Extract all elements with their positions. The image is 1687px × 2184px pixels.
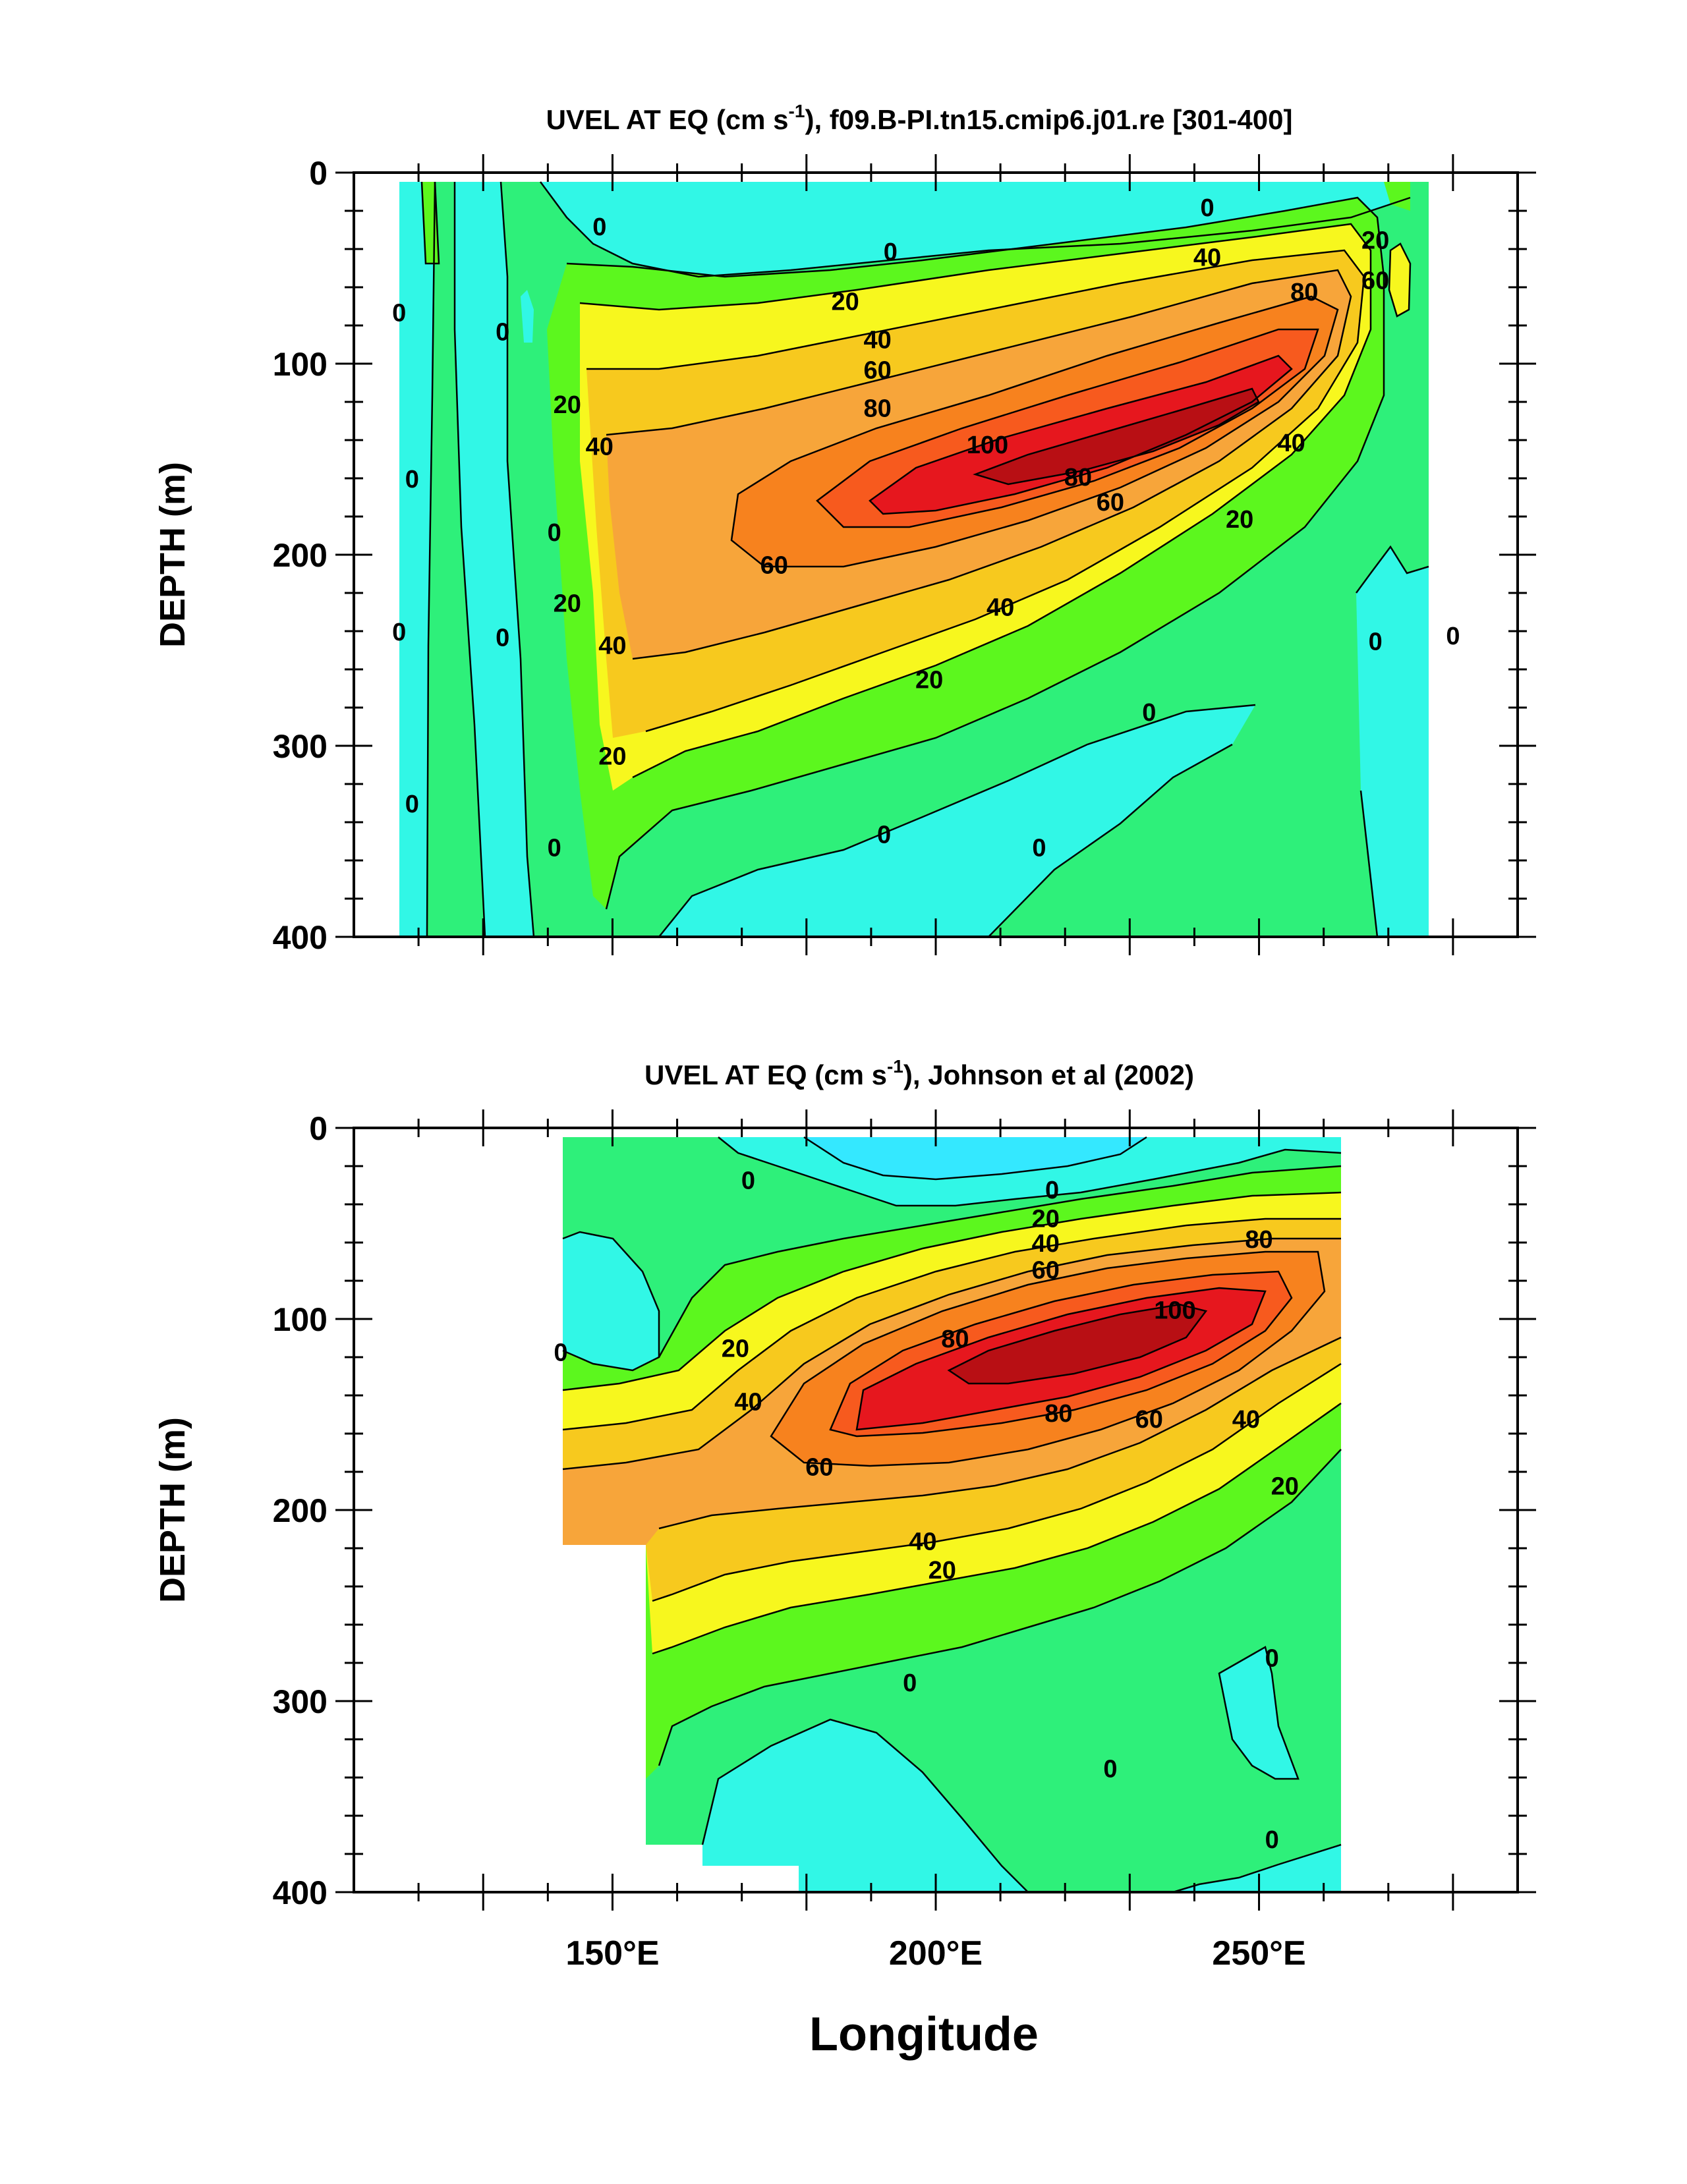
y-tick-label: 0 — [309, 155, 328, 192]
contour-label: 80 — [1064, 464, 1092, 491]
contour-label: 20 — [722, 1335, 749, 1363]
contour-label: 0 — [392, 300, 406, 327]
contour-label: 40 — [586, 434, 614, 461]
contour-label: 0 — [1446, 623, 1460, 650]
contour-label: 40 — [1193, 244, 1221, 272]
contour-label: 60 — [1135, 1406, 1163, 1434]
contour-label: 60 — [760, 552, 788, 580]
contour-label: 100 — [1154, 1297, 1195, 1325]
contour-label: 0 — [548, 519, 561, 547]
contour-label: 80 — [1290, 279, 1318, 306]
contour-label: 40 — [1032, 1230, 1060, 1258]
panel-bottom-field — [354, 1128, 1518, 1892]
contour-label: 60 — [1032, 1257, 1060, 1285]
contour-label: 0 — [1032, 835, 1046, 862]
panel-bottom-x-tick-labels: 150°E 200°E 250°E — [565, 1934, 1305, 1973]
contour-label: 0 — [1265, 1826, 1279, 1854]
panel-top-field — [354, 173, 1518, 937]
contour-label: 40 — [864, 326, 892, 354]
contour-label: 0 — [592, 213, 606, 241]
y-tick-label: 300 — [273, 1683, 328, 1720]
contour-label: 0 — [1369, 629, 1383, 656]
contour-label: 40 — [598, 632, 626, 659]
contour-label: 0 — [877, 821, 891, 849]
contour-label: 20 — [1032, 1205, 1060, 1233]
x-tick-label: 250°E — [1212, 1934, 1305, 1973]
contour-label: 40 — [734, 1389, 762, 1416]
y-tick-label: 200 — [273, 1492, 328, 1529]
y-tick-label: 100 — [273, 346, 328, 383]
contour-label: 60 — [805, 1453, 833, 1481]
contour-label: 20 — [554, 590, 581, 618]
contour-label: 0 — [741, 1167, 755, 1194]
contour-label: 0 — [548, 835, 561, 862]
contour-label: 40 — [1277, 430, 1305, 457]
panel-top-y-axis-label: DEPTH (m) — [153, 462, 192, 648]
contour-label: 0 — [1142, 699, 1156, 727]
contour-label: 60 — [1361, 267, 1389, 294]
y-tick-label: 200 — [273, 537, 328, 574]
contour-label: 20 — [1271, 1472, 1299, 1500]
contour-label: 80 — [864, 395, 892, 423]
contour-label: 20 — [554, 391, 581, 419]
contour-label: 0 — [1045, 1177, 1059, 1204]
panel-top-y-tick-labels: 0 100 200 300 400 — [273, 155, 328, 956]
y-tick-label: 400 — [273, 1874, 328, 1911]
panel-top-title: UVEL AT EQ (cm s-1), f09.B-PI.tn15.cmip6… — [546, 101, 1293, 135]
contour-label: 0 — [903, 1669, 917, 1697]
contour-label: 60 — [1097, 489, 1124, 517]
panel-bottom: UVEL AT EQ (cm s-1), Johnson et al (2002… — [153, 1056, 1536, 2061]
contour-label: 20 — [929, 1557, 956, 1584]
y-tick-label: 400 — [273, 919, 328, 956]
contour-label: 0 — [405, 466, 419, 493]
contour-label: 20 — [832, 288, 859, 316]
panel-bottom-title: UVEL AT EQ (cm s-1), Johnson et al (2002… — [644, 1056, 1194, 1090]
contour-label: 100 — [967, 432, 1008, 459]
contour-label: 20 — [598, 743, 626, 771]
contour-label: 80 — [1245, 1226, 1272, 1254]
contour-label: 0 — [496, 625, 509, 652]
contour-label: 20 — [1361, 227, 1389, 255]
panel-bottom-ticks — [335, 1109, 1536, 1911]
contour-label: 0 — [392, 619, 406, 646]
contour-label: 0 — [405, 791, 419, 818]
contour-label: 0 — [554, 1339, 567, 1366]
contour-label: 80 — [1044, 1400, 1072, 1428]
y-tick-label: 0 — [309, 1110, 328, 1147]
panel-top-ticks — [335, 154, 1536, 955]
contour-label: 0 — [884, 238, 898, 266]
contour-label: 0 — [1265, 1644, 1279, 1672]
contour-label: 40 — [909, 1528, 936, 1555]
x-tick-label: 150°E — [565, 1934, 659, 1973]
contour-label: 20 — [1226, 506, 1253, 534]
panel-top: UVEL AT EQ (cm s-1), f09.B-PI.tn15.cmip6… — [153, 101, 1536, 956]
x-tick-label: 200°E — [889, 1934, 983, 1973]
contour-label: 0 — [1200, 194, 1214, 222]
contour-label: 60 — [864, 357, 892, 385]
panel-bottom-x-axis-label: Longitude — [809, 2008, 1039, 2061]
y-tick-label: 100 — [273, 1301, 328, 1338]
panel-bottom-y-axis-label: DEPTH (m) — [153, 1417, 192, 1603]
contour-label: 40 — [1232, 1406, 1260, 1434]
contour-label: 80 — [941, 1326, 969, 1353]
contour-label: 0 — [496, 319, 509, 347]
contour-label: 0 — [1103, 1756, 1117, 1783]
panel-bottom-y-tick-labels: 0 100 200 300 400 — [273, 1110, 328, 1911]
y-tick-label: 300 — [273, 728, 328, 765]
contour-label: 20 — [915, 667, 943, 694]
contour-label: 40 — [986, 594, 1014, 621]
